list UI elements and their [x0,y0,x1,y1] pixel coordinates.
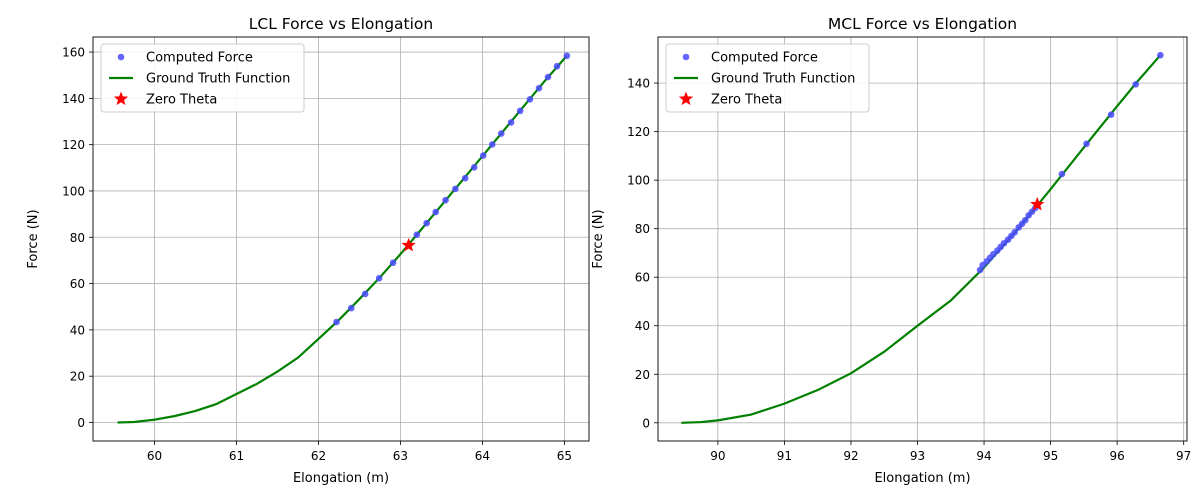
x-tick-label: 91 [777,449,792,463]
computed-force-point [497,130,505,137]
y-tick-label: 100 [627,174,650,188]
x-axis-label: Elongation (m) [293,471,389,486]
lcl-chart: 60 61 62 63 64 65 0 20 40 60 80 100 120 140 160 LCL For… [26,15,590,486]
computed-force-point [333,318,340,326]
y-tick-label: 0 [77,416,85,430]
computed-force-point [563,52,571,60]
axes-frame [92,36,590,442]
y-tick-label: 100 [62,184,85,198]
y-tick-label: 140 [62,92,85,106]
computed-force-point [1107,111,1115,118]
computed-force-point [423,219,430,227]
y-tick-label: 80 [70,231,85,245]
computed-force-point [389,259,397,267]
x-tick-label: 95 [1043,449,1058,463]
x-tick-label: 96 [1109,449,1124,463]
y-tick-label: 140 [627,77,650,91]
computed-force-point [470,164,478,171]
x-tick-label: 92 [843,449,858,463]
computed-force-point [488,141,496,148]
y-tick-label: 40 [70,323,85,337]
chart-title: MCL Force vs Elongation [828,15,1017,33]
legend-label: Zero Theta [146,93,217,108]
computed-force-point [526,95,534,103]
computed-force-point [1132,81,1140,88]
computed-force-point [347,304,355,312]
y-tick-label: 0 [642,416,650,430]
x-tick-label: 93 [910,449,925,463]
x-tick-label: 62 [311,449,326,463]
legend-scatter-swatch [682,53,690,61]
legend-label: Computed Force [146,51,253,66]
computed-force-point [361,290,369,298]
computed-force-point [1011,229,1018,236]
legend-box [100,43,305,113]
mcl-chart: 90 91 92 93 94 95 96 97 0 20 40 60 80 100 120 140 MCL Fo… [591,15,1191,486]
computed-force-point [507,119,515,126]
chart-title: LCL Force vs Elongation [249,15,434,33]
x-tick-label: 65 [557,449,572,463]
y-tick-label: 40 [635,319,650,333]
x-tick-label: 61 [229,449,244,463]
computed-force-point [1157,51,1164,59]
legend-label: Ground Truth Function [146,72,290,87]
computed-force-point [452,185,459,193]
computed-force-point [432,208,439,216]
x-tick-label: 97 [1176,449,1191,463]
x-tick-label: 64 [475,449,490,463]
computed-force-point [479,152,487,159]
computed-force-point [516,107,524,115]
y-tick-label: 60 [635,271,650,285]
x-axis-label: Elongation (m) [874,471,970,486]
legend-label: Computed Force [711,51,818,66]
y-tick-label: 20 [70,370,85,384]
computed-force-point [544,73,552,81]
y-tick-label: 20 [635,368,650,382]
legend-star-swatch [678,91,694,106]
x-tick-label: 63 [393,449,408,463]
y-axis-label: Force (N) [591,209,606,268]
x-tick-label: 60 [147,449,162,463]
legend-star-swatch [113,91,129,106]
y-tick-label: 80 [635,222,650,236]
computed-force-point [1022,216,1029,224]
computed-force-point [535,84,543,92]
ground-truth-line [681,54,1162,424]
computed-force-point [461,174,469,182]
computed-force-point [413,231,421,239]
legend: Computed Force Ground Truth Function Zero … [665,43,870,113]
legend-label: Ground Truth Function [711,72,855,87]
y-tick-label: 120 [62,138,85,152]
computed-force-point [1083,140,1090,148]
y-tick-label: 120 [627,125,650,139]
x-tick-label: 94 [976,449,991,463]
legend-label: Zero Theta [711,93,782,108]
zero-theta-marker [1030,196,1045,211]
computed-force-point [553,62,561,70]
y-tick-label: 160 [62,46,85,60]
computed-force-point [1058,170,1066,178]
computed-force-point [442,196,449,204]
y-tick-label: 60 [70,277,85,291]
legend: Computed Force Ground Truth Function Zero … [100,43,305,113]
axes-frame [657,36,1188,442]
x-tick-label: 90 [710,449,725,463]
y-axis-label: Force (N) [26,209,41,268]
computed-force-point [976,266,984,274]
computed-force-point [375,274,383,282]
legend-scatter-swatch [117,53,125,61]
legend-box [665,43,870,113]
zero-theta-marker [401,237,416,252]
